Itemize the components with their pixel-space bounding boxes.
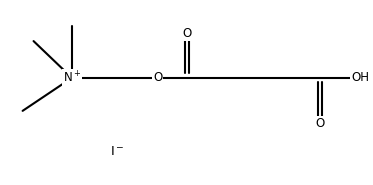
Text: I$^-$: I$^-$ (110, 145, 125, 158)
Text: O: O (182, 27, 192, 40)
Text: OH: OH (351, 71, 369, 84)
Text: N$^+$: N$^+$ (63, 70, 81, 85)
Text: O: O (153, 71, 162, 84)
Text: O: O (316, 117, 325, 130)
